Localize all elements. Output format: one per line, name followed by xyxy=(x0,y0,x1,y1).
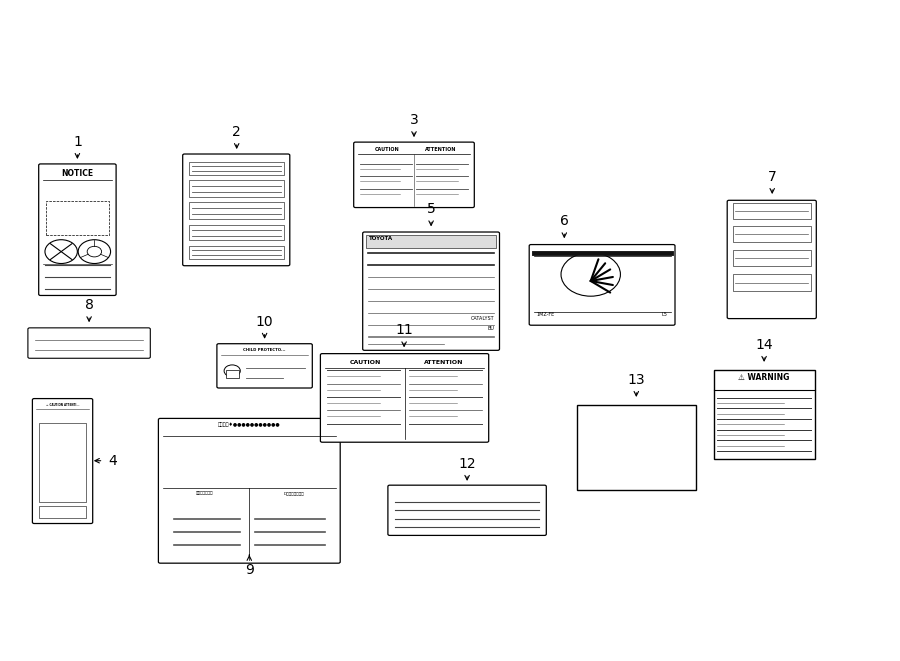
Bar xyxy=(189,225,284,241)
Text: 3: 3 xyxy=(410,113,418,127)
FancyBboxPatch shape xyxy=(158,418,340,563)
Text: ⚠ WARNING: ⚠ WARNING xyxy=(738,373,790,382)
Bar xyxy=(577,405,696,490)
Bar xyxy=(39,506,86,518)
Text: CAUTION: CAUTION xyxy=(349,360,381,365)
Text: NOTICE: NOTICE xyxy=(61,169,94,178)
Bar xyxy=(39,423,86,502)
Text: 1MZ-FE: 1MZ-FE xyxy=(536,312,554,317)
Text: 10: 10 xyxy=(256,315,274,329)
FancyBboxPatch shape xyxy=(529,245,675,325)
FancyBboxPatch shape xyxy=(727,200,816,319)
Bar xyxy=(189,202,284,219)
Text: 5: 5 xyxy=(427,202,436,216)
Bar xyxy=(226,370,239,378)
Text: 14: 14 xyxy=(755,338,773,352)
Bar xyxy=(733,274,811,291)
Text: ATTENTION: ATTENTION xyxy=(424,360,464,365)
Text: 4: 4 xyxy=(108,453,117,468)
Text: 2: 2 xyxy=(232,125,241,139)
Bar xyxy=(46,202,109,235)
Text: L5: L5 xyxy=(662,312,668,317)
Text: CAUTION: CAUTION xyxy=(374,147,400,152)
Bar xyxy=(189,180,284,197)
Text: 7: 7 xyxy=(768,170,777,184)
Text: スペアタイヤ－: スペアタイヤ－ xyxy=(196,490,213,495)
Text: 13: 13 xyxy=(627,373,645,387)
Text: TOYOTA: TOYOTA xyxy=(369,236,393,241)
Text: 12: 12 xyxy=(458,457,476,471)
FancyBboxPatch shape xyxy=(32,399,93,524)
Bar xyxy=(189,246,284,259)
FancyBboxPatch shape xyxy=(320,354,489,442)
Text: CHILD PROTECTO...: CHILD PROTECTO... xyxy=(243,348,286,352)
Text: 11: 11 xyxy=(395,323,413,337)
Bar xyxy=(714,370,814,459)
FancyBboxPatch shape xyxy=(354,142,474,208)
Bar xyxy=(733,226,811,242)
FancyBboxPatch shape xyxy=(388,485,546,535)
Text: 6: 6 xyxy=(560,214,569,228)
Text: 1: 1 xyxy=(73,135,82,149)
Bar xyxy=(733,251,811,266)
Text: ATTENTION: ATTENTION xyxy=(425,147,456,152)
FancyBboxPatch shape xyxy=(217,344,312,388)
Text: Dスペアタイヤ－: Dスペアタイヤ－ xyxy=(284,490,304,495)
Text: ブレーキ♦●●●●●●●●●●●: ブレーキ♦●●●●●●●●●●● xyxy=(218,422,281,428)
Bar xyxy=(189,162,284,175)
Bar xyxy=(366,235,496,248)
Text: 8: 8 xyxy=(85,298,94,312)
FancyBboxPatch shape xyxy=(39,164,116,295)
Text: ⚠ CAUTION ATTENTI...: ⚠ CAUTION ATTENTI... xyxy=(46,403,79,407)
Text: CATALYST: CATALYST xyxy=(471,316,494,321)
FancyBboxPatch shape xyxy=(183,154,290,266)
FancyBboxPatch shape xyxy=(28,328,150,358)
Text: BU: BU xyxy=(487,325,494,330)
Text: 9: 9 xyxy=(245,563,254,577)
FancyBboxPatch shape xyxy=(363,232,500,350)
Bar xyxy=(733,203,811,219)
